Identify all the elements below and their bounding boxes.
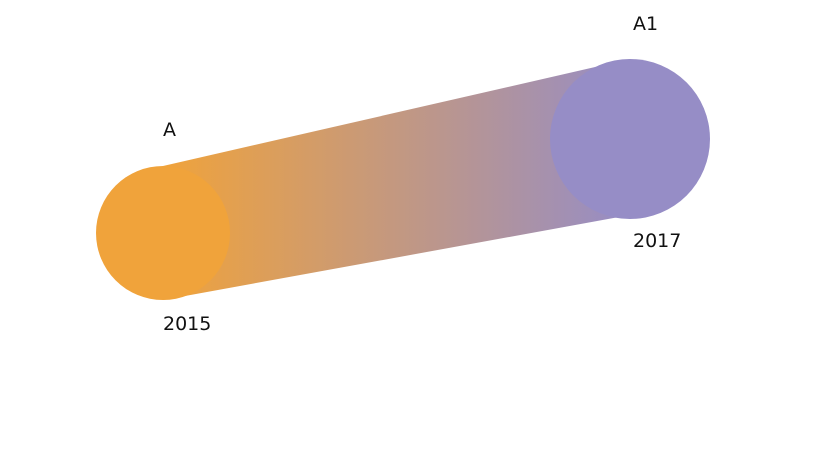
point-name-label: A bbox=[163, 119, 176, 141]
year-label: 2017 bbox=[633, 230, 681, 252]
data-point-a1 bbox=[550, 59, 710, 219]
data-point-a bbox=[96, 166, 230, 300]
year-label: 2015 bbox=[163, 313, 211, 335]
series-line-segment bbox=[163, 59, 630, 300]
point-name-label: A1 bbox=[633, 13, 658, 35]
